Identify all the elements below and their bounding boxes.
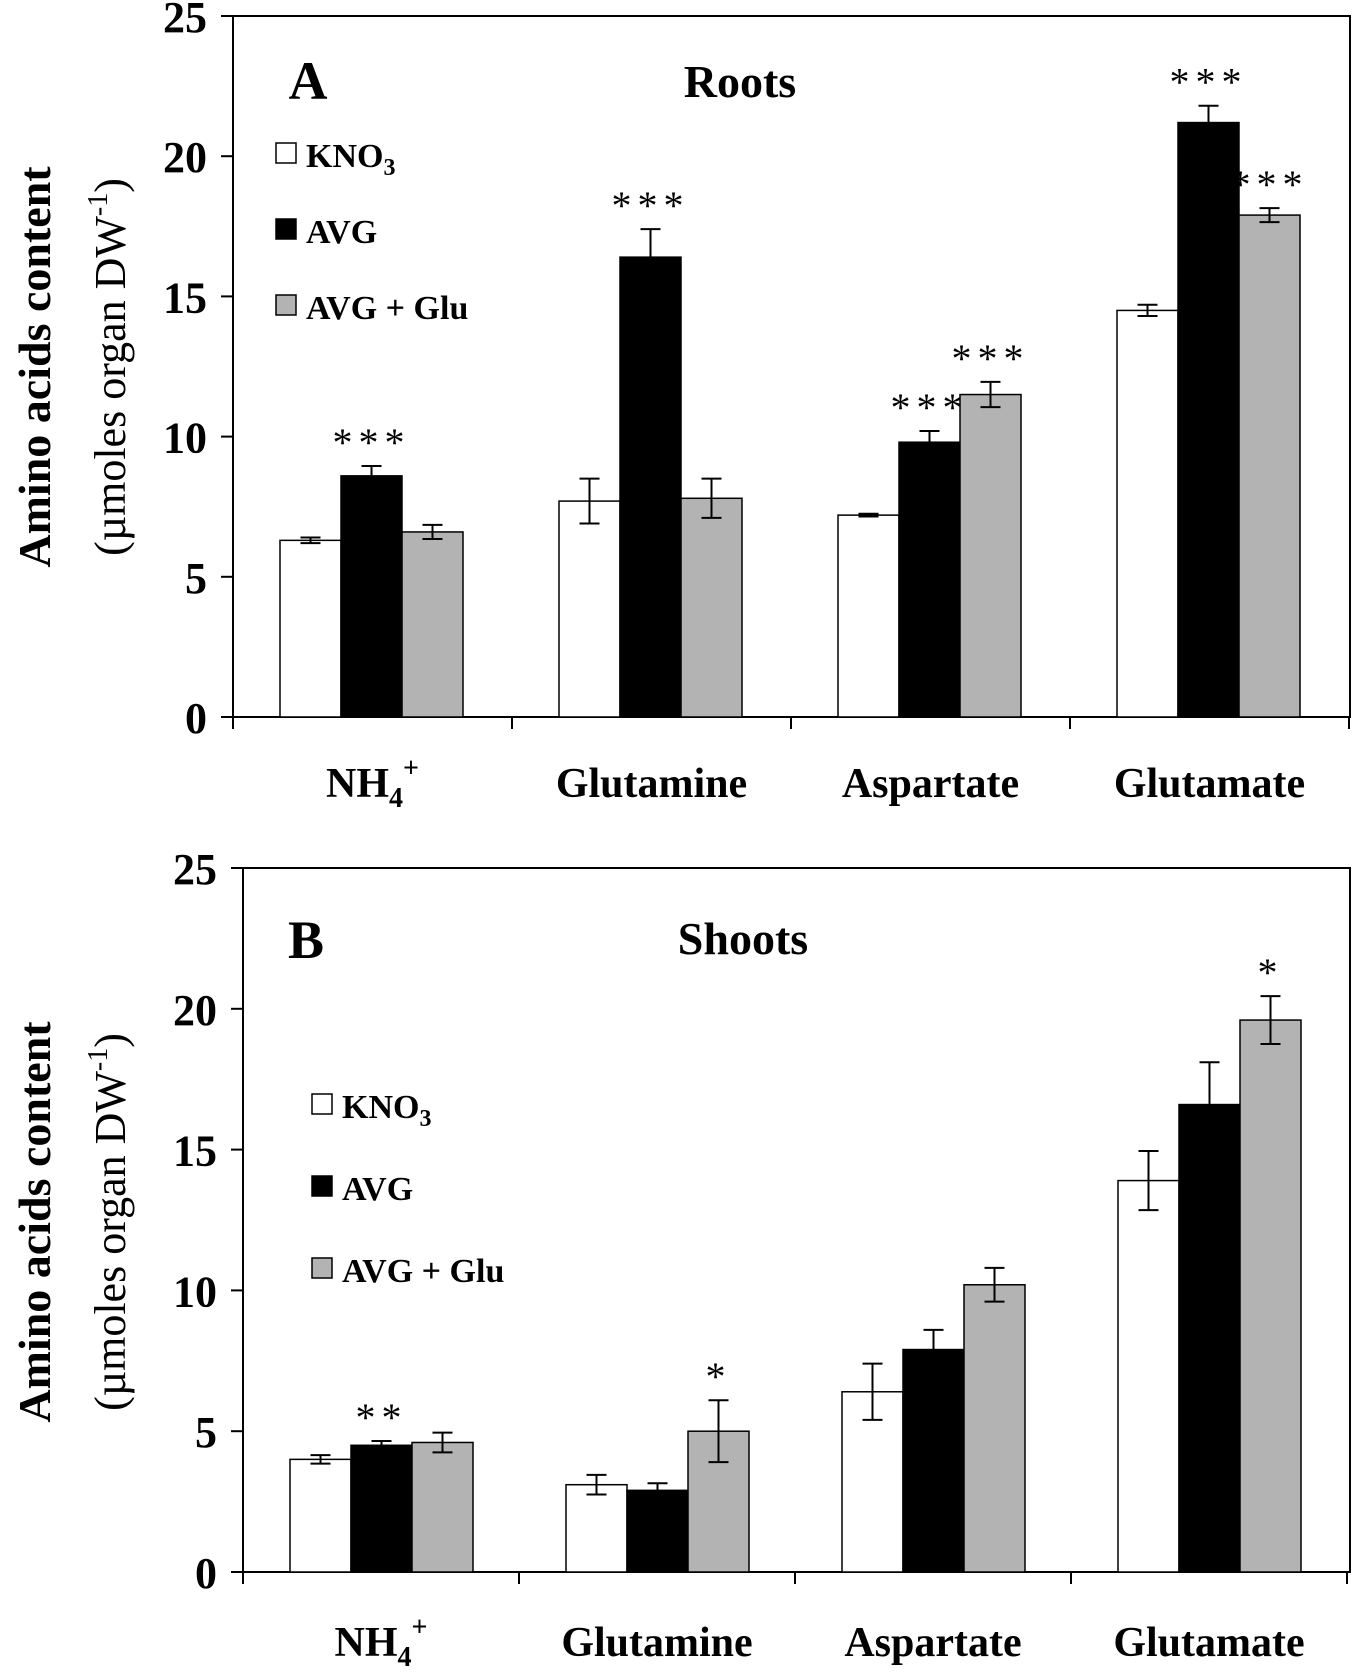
bar [565, 1483, 628, 1573]
x-category-label: Glutamine [561, 1620, 752, 1666]
panel-title: Roots [684, 56, 796, 107]
x-category-label: Aspartate [844, 1620, 1021, 1666]
y-tick-label: 0 [195, 1549, 217, 1598]
bar [340, 475, 403, 718]
legend-swatch [311, 1257, 333, 1279]
panel-label: B [288, 910, 324, 970]
y-tick-label: 0 [185, 694, 207, 743]
x-category-label: NH4+ [335, 1612, 428, 1672]
bar [411, 1441, 474, 1573]
bar [1117, 1179, 1180, 1573]
panel-b-shoots-chart: 0 5 10 15 20 25 NH4+ Glutamine Aspartate Glutamat… [9, 845, 1351, 1672]
significance-marker: * [706, 1354, 732, 1399]
bar [1238, 214, 1301, 718]
y-tick-label: 20 [173, 986, 217, 1035]
panel-title: Shoots [678, 913, 808, 964]
legend-label: KNO3 [306, 138, 395, 181]
legend-swatch [275, 294, 297, 316]
significance-marker: *** [612, 183, 690, 228]
x-category-label: Aspartate [842, 761, 1019, 807]
bar [1177, 121, 1240, 718]
bar [289, 1458, 352, 1573]
bar [959, 393, 1022, 718]
x-category-label: Glutamate [1113, 1620, 1304, 1666]
panel-label: A [289, 51, 328, 111]
significance-marker: ** [356, 1395, 408, 1440]
legend-swatch [311, 1093, 333, 1115]
legend-label: AVG + Glu [306, 290, 468, 327]
bar [680, 497, 743, 718]
legend-swatch [311, 1175, 333, 1197]
legend-label: AVG [306, 214, 377, 251]
bar [619, 256, 682, 718]
y-axis-subtitle: (µmoles organ DW-1) [83, 1033, 135, 1411]
bar [963, 1284, 1026, 1573]
significance-marker: *** [952, 336, 1030, 381]
legend-label: AVG + Glu [342, 1253, 504, 1290]
y-tick-label: 20 [163, 133, 207, 182]
y-tick-label: 10 [163, 414, 207, 463]
legend-swatch [275, 142, 297, 164]
plot-frame [242, 867, 1351, 1573]
panel-a-roots-chart: 0 5 10 15 20 25 NH4+ Glutamine Aspartate Glutamat… [9, 0, 1351, 814]
y-tick-label: 5 [185, 554, 207, 603]
bar [902, 1348, 965, 1573]
x-category-label: Glutamine [556, 761, 747, 807]
bar [401, 531, 464, 718]
bar [1116, 309, 1179, 718]
bar [558, 500, 621, 718]
significance-marker: *** [1170, 60, 1248, 105]
bar [1239, 1019, 1302, 1573]
x-category-label: Glutamate [1114, 761, 1305, 807]
y-tick-label: 10 [173, 1267, 217, 1316]
significance-marker: *** [333, 420, 411, 465]
x-category-label: NH4+ [326, 753, 419, 814]
y-tick-label: 5 [195, 1408, 217, 1457]
y-tick-label: 25 [173, 845, 217, 894]
y-axis-title: Amino acids content [9, 166, 60, 568]
bar [626, 1489, 689, 1573]
significance-marker: * [1258, 950, 1284, 995]
y-axis-subtitle: (µmoles organ DW-1) [83, 178, 135, 556]
bar [279, 539, 342, 718]
legend-label: KNO3 [342, 1089, 431, 1132]
bar [1178, 1103, 1241, 1573]
y-tick-label: 15 [173, 1127, 217, 1176]
bar [898, 441, 961, 718]
bar [837, 514, 900, 718]
y-tick-label: 25 [163, 0, 207, 42]
legend-swatch [275, 218, 297, 240]
y-tick-label: 15 [163, 273, 207, 322]
significance-marker: *** [891, 385, 969, 430]
legend-label: AVG [342, 1171, 413, 1208]
bar [350, 1444, 413, 1573]
significance-marker: *** [1231, 162, 1309, 207]
y-axis-title: Amino acids content [9, 1021, 60, 1423]
